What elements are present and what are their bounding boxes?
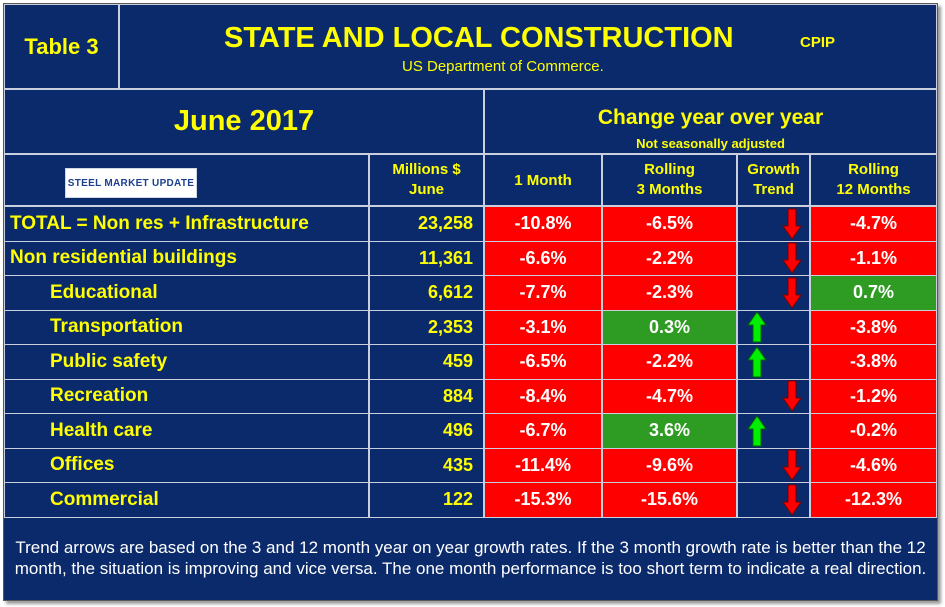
column-header-millions-line1: Millions $	[392, 161, 461, 178]
column-header-growth-trend-line1: Growth	[747, 161, 800, 178]
trend-down-arrow-icon	[782, 380, 802, 413]
row-label: TOTAL = Non res + Infrastructure	[4, 206, 369, 242]
row-growth-trend	[737, 378, 810, 414]
row-rolling-3: -15.6%	[602, 482, 737, 518]
row-rolling-12: -4.6%	[810, 447, 937, 483]
row-millions: 496	[369, 413, 484, 449]
row-label: Recreation	[4, 378, 369, 414]
row-one-month: -15.3%	[484, 482, 602, 518]
row-growth-trend	[737, 309, 810, 345]
row-rolling-12: -12.3%	[810, 482, 937, 518]
adjustment-note: Not seasonally adjusted	[636, 136, 785, 151]
row-millions: 11,361	[369, 240, 484, 276]
row-rolling-3: -2.2%	[602, 344, 737, 380]
row-rolling-12: -0.2%	[810, 413, 937, 449]
row-rolling-3: -2.3%	[602, 275, 737, 311]
row-rolling-12: -1.2%	[810, 378, 937, 414]
row-growth-trend	[737, 482, 810, 518]
row-rolling-12: -1.1%	[810, 240, 937, 276]
title-block	[119, 4, 937, 89]
trend-up-arrow-icon	[747, 345, 767, 378]
row-rolling-12: -3.8%	[810, 309, 937, 345]
row-growth-trend	[737, 413, 810, 449]
row-rolling-3: -6.5%	[602, 206, 737, 242]
row-label: Health care	[4, 413, 369, 449]
row-one-month: -6.7%	[484, 413, 602, 449]
row-one-month: -11.4%	[484, 447, 602, 483]
row-millions: 2,353	[369, 309, 484, 345]
period-label: June 2017	[4, 89, 484, 154]
column-header-rolling-12: Rolling 12 Months	[810, 154, 937, 206]
column-header-growth-trend: Growth Trend	[737, 154, 810, 206]
change-heading-block: Change year over year Not seasonally adj…	[484, 89, 937, 154]
row-growth-trend	[737, 240, 810, 276]
row-one-month: -7.7%	[484, 275, 602, 311]
row-rolling-12: -3.8%	[810, 344, 937, 380]
row-one-month: -3.1%	[484, 309, 602, 345]
row-millions: 435	[369, 447, 484, 483]
row-rolling-3: 3.6%	[602, 413, 737, 449]
row-label: Public safety	[4, 344, 369, 380]
trend-down-arrow-icon	[782, 449, 802, 482]
column-header-rolling-3-line2: 3 Months	[636, 181, 703, 198]
row-label: Transportation	[4, 309, 369, 345]
change-heading: Change year over year	[597, 106, 824, 129]
row-millions: 884	[369, 378, 484, 414]
row-one-month: -10.8%	[484, 206, 602, 242]
trend-down-arrow-icon	[782, 242, 802, 275]
row-rolling-12: 0.7%	[810, 275, 937, 311]
row-growth-trend	[737, 344, 810, 380]
row-millions: 459	[369, 344, 484, 380]
table-frame: Table 3 STATE AND LOCAL CONSTRUCTION CPI…	[3, 3, 938, 601]
row-rolling-3: -4.7%	[602, 378, 737, 414]
column-header-rolling-12-line2: 12 Months	[836, 181, 911, 198]
row-rolling-3: -2.2%	[602, 240, 737, 276]
column-header-rolling-3-line1: Rolling	[644, 161, 695, 178]
steel-market-update-logo: STEEL MARKET UPDATE	[65, 168, 197, 198]
trend-down-arrow-icon	[782, 277, 802, 309]
row-one-month: -6.6%	[484, 240, 602, 276]
row-label: Non residential buildings	[4, 240, 369, 276]
column-header-millions: Millions $ June	[369, 154, 484, 206]
row-millions: 23,258	[369, 206, 484, 242]
row-rolling-3: -9.6%	[602, 447, 737, 483]
row-label: Offices	[4, 447, 369, 483]
row-millions: 6,612	[369, 275, 484, 311]
row-label: Commercial	[4, 482, 369, 518]
column-header-millions-line2: June	[408, 181, 444, 198]
row-growth-trend	[737, 206, 810, 242]
column-header-rolling-3: Rolling 3 Months	[602, 154, 737, 206]
trend-up-arrow-icon	[747, 414, 767, 447]
title-tag: CPIP	[800, 34, 836, 51]
column-header-one-month: 1 Month	[484, 154, 602, 206]
row-growth-trend	[737, 447, 810, 483]
row-rolling-3: 0.3%	[602, 309, 737, 345]
trend-up-arrow-icon	[747, 311, 767, 343]
column-header-growth-trend-line2: Trend	[753, 181, 794, 198]
page-title: STATE AND LOCAL CONSTRUCTION	[224, 22, 734, 54]
row-label: Educational	[4, 275, 369, 311]
row-one-month: -8.4%	[484, 378, 602, 414]
footnote: Trend arrows are based on the 3 and 12 m…	[14, 538, 927, 578]
row-rolling-12: -4.7%	[810, 206, 937, 242]
row-growth-trend	[737, 275, 810, 311]
table-number-label: Table 3	[4, 4, 119, 89]
row-one-month: -6.5%	[484, 344, 602, 380]
column-header-rolling-12-line1: Rolling	[848, 161, 899, 178]
title-source: US Department of Commerce.	[402, 58, 604, 75]
trend-down-arrow-icon	[782, 484, 802, 516]
row-millions: 122	[369, 482, 484, 518]
logo-text: STEEL MARKET UPDATE	[67, 177, 195, 189]
trend-down-arrow-icon	[782, 208, 802, 240]
